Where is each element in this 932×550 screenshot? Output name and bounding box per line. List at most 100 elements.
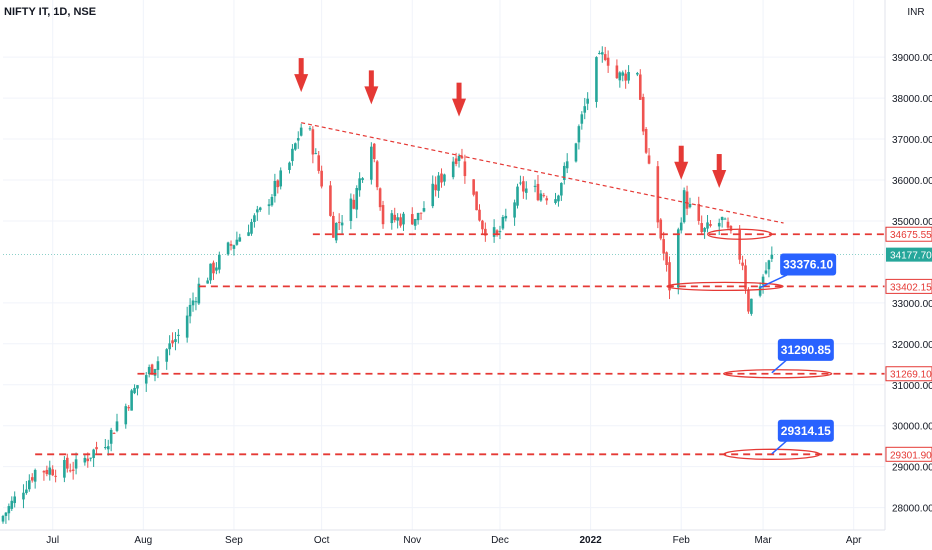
candle-body: [574, 143, 578, 162]
candle-body: [337, 221, 341, 223]
currency-label: INR: [907, 7, 924, 18]
highlight-ellipse: [707, 228, 773, 240]
candle-body: [764, 270, 768, 274]
price-callout: 31290.85: [771, 338, 834, 374]
y-tick-label: 38000.00: [892, 94, 932, 105]
candle-body: [679, 222, 683, 231]
candle-body: [115, 421, 119, 431]
x-tick-label: Oct: [314, 535, 330, 546]
candle-body: [524, 188, 528, 193]
candle-body: [720, 216, 724, 221]
candle-body: [565, 161, 569, 169]
arrow-shaft: [716, 154, 722, 173]
candle-body: [191, 300, 195, 306]
candle-body: [30, 477, 34, 481]
candle-body: [481, 220, 484, 230]
candle-body: [314, 153, 318, 155]
candle-body: [583, 106, 587, 113]
candle-body: [770, 254, 774, 259]
candle-body: [767, 260, 771, 270]
candle-body: [662, 239, 665, 254]
candle-body: [235, 239, 239, 245]
down-arrow-icon: [674, 145, 689, 180]
arrow-head: [294, 74, 309, 93]
candle-body: [68, 470, 72, 472]
candle-body: [294, 143, 297, 150]
highlight-ellipse: [666, 281, 784, 292]
candle-body: [513, 202, 516, 218]
candle-body: [636, 72, 639, 75]
highlight-ellipse: [723, 369, 833, 379]
candle-body: [437, 175, 440, 191]
candle-body: [457, 155, 461, 162]
candle-body: [443, 174, 446, 182]
candle-body: [580, 114, 584, 124]
candle-body: [296, 138, 300, 141]
candle-body: [498, 231, 502, 233]
level-tag-label: 31269.10: [890, 370, 932, 381]
candle-body: [258, 207, 262, 210]
candle-body: [545, 198, 549, 201]
candle-body: [247, 232, 250, 236]
callout-box: [777, 338, 834, 361]
candle-body: [358, 178, 361, 191]
x-tick-label: Dec: [491, 535, 509, 546]
callout-label: 29314.15: [781, 424, 831, 438]
candles: [1, 46, 774, 524]
candle-body: [150, 364, 154, 375]
candle-body: [603, 54, 607, 60]
candle-body: [501, 216, 505, 229]
candle-body: [229, 244, 233, 246]
candle-body: [723, 218, 727, 220]
candle-body: [460, 156, 464, 159]
candle-body: [250, 221, 253, 234]
candle-body: [349, 198, 353, 221]
y-tick-label: 30000.00: [892, 422, 932, 433]
candle-body: [402, 213, 405, 225]
candle-body: [624, 73, 627, 81]
down-arrow-icon: [294, 58, 309, 93]
candle-body: [656, 166, 660, 223]
candle-body: [106, 446, 110, 450]
candle-body: [54, 475, 57, 477]
candle-body: [539, 193, 543, 201]
y-tick-label: 36000.00: [892, 176, 932, 187]
arrow-head: [452, 98, 467, 117]
candle-body: [127, 407, 131, 409]
candle-body: [484, 228, 487, 236]
candle-body: [595, 57, 598, 102]
candle-body: [685, 191, 689, 209]
candle-body: [422, 208, 426, 212]
candle-body: [63, 460, 66, 478]
candle-body: [504, 215, 508, 219]
candle-body: [86, 458, 90, 462]
candle-body: [28, 480, 31, 490]
candle-body: [381, 205, 385, 225]
level-tag: [885, 446, 932, 462]
candle-body: [668, 262, 671, 291]
candle-body: [478, 209, 481, 221]
candle-body: [495, 230, 499, 234]
candle-body: [334, 222, 338, 241]
candle-body: [352, 199, 356, 209]
callout-label: 33376.10: [783, 257, 833, 271]
candle-body: [291, 148, 294, 162]
callout-pointer: [771, 439, 789, 455]
candle-body: [644, 129, 648, 153]
candle-body: [492, 227, 496, 237]
candle-body: [709, 224, 712, 226]
candle-body: [33, 469, 37, 482]
candle-body: [627, 72, 630, 81]
candle-body: [419, 212, 423, 214]
candle-body: [750, 298, 753, 314]
candle-body: [256, 209, 259, 213]
candle-body: [267, 204, 271, 207]
candle-body: [560, 182, 563, 196]
candle-body: [153, 369, 157, 376]
callout-label: 31290.85: [781, 343, 831, 357]
candle-body: [536, 183, 540, 201]
candle-body: [703, 227, 706, 232]
candle-body: [676, 229, 680, 288]
candle-body: [562, 165, 566, 180]
